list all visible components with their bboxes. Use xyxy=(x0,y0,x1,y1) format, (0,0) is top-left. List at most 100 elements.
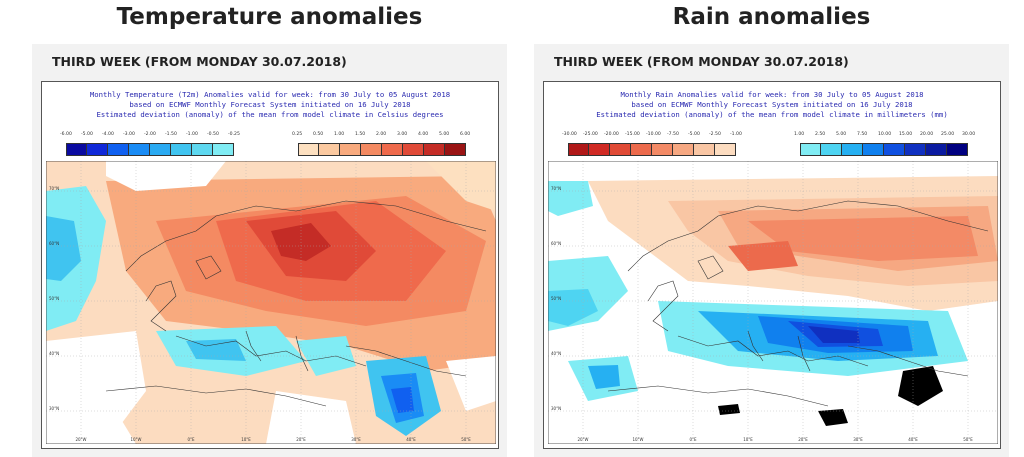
rain-positive-swatch xyxy=(926,144,947,155)
temperature-positive-tick-label: 6.00 xyxy=(460,132,471,137)
rain-caption-line-1: Monthly Rain Anomalies valid for week: f… xyxy=(620,90,924,99)
temperature-positive-swatch xyxy=(382,144,403,155)
rain-negative-swatch xyxy=(673,144,694,155)
rain-positive-tick-label: 7.50 xyxy=(857,132,868,137)
temperature-positive-swatch xyxy=(298,144,319,155)
temperature-negative-tick-label: -1.50 xyxy=(165,132,177,137)
temperature-negative-tick-label: -5.00 xyxy=(81,132,93,137)
right-lon-label: 0°E xyxy=(689,437,697,442)
temperature-subheading: THIRD WEEK (FROM MONDAY 30.07.2018) xyxy=(52,54,347,69)
rain-negative-tick-label: -20.00 xyxy=(604,132,619,137)
left-lat-label: 50°N xyxy=(49,296,59,301)
right-lon-label: 10°W xyxy=(632,437,643,442)
temperature-negative-swatch xyxy=(192,144,213,155)
rain-positive-swatch xyxy=(842,144,863,155)
temperature-negative-swatch xyxy=(108,144,129,155)
rain-negative-tick-label: -1.00 xyxy=(730,132,742,137)
right-lon-label: 40°E xyxy=(908,437,918,442)
rain-negative-swatch xyxy=(610,144,631,155)
temperature-positive-tick-label: 1.50 xyxy=(355,132,366,137)
temperature-negative-swatch xyxy=(129,144,150,155)
rain-positive-tick-label: 20.00 xyxy=(920,132,934,137)
temperature-positive-swatch xyxy=(319,144,340,155)
temperature-negative-tick-label: -4.00 xyxy=(102,132,114,137)
temperature-anomaly-map: 20°W 10°W 0°E 10°E 20°E 30°E 40°E 50°E 70°N 60°N 5… xyxy=(46,161,496,444)
left-lon-label: 20°E xyxy=(296,437,306,442)
rain-positive-tick-label: 15.00 xyxy=(899,132,913,137)
rain-negative-tick-label: -30.00 xyxy=(562,132,577,137)
rain-negative-swatch xyxy=(652,144,673,155)
left-lat-label: 40°N xyxy=(49,351,59,356)
temperature-negative-tick-label: -6.00 xyxy=(60,132,72,137)
rain-map-figure: Monthly Rain Anomalies valid for week: f… xyxy=(543,81,1001,449)
rain-negative-tick-label: -15.00 xyxy=(625,132,640,137)
rain-negative-swatch xyxy=(568,144,589,155)
right-lon-label: 30°E xyxy=(853,437,863,442)
rain-positive-tick-label: 1.00 xyxy=(794,132,805,137)
temperature-negative-swatch xyxy=(66,144,87,155)
temperature-section: Temperature anomalies THIRD WEEK (FROM M… xyxy=(32,0,507,457)
rain-positive-tick-label: 2.50 xyxy=(815,132,826,137)
rain-negative-tick-label: -5.00 xyxy=(688,132,700,137)
temperature-panel: THIRD WEEK (FROM MONDAY 30.07.2018) Mont… xyxy=(32,44,507,457)
right-lat-label: 30°N xyxy=(551,406,561,411)
temperature-negative-swatch xyxy=(171,144,192,155)
left-lon-label: 10°W xyxy=(130,437,141,442)
rain-section: Rain anomalies THIRD WEEK (FROM MONDAY 3… xyxy=(534,0,1009,457)
rain-panel: THIRD WEEK (FROM MONDAY 30.07.2018) Mont… xyxy=(534,44,1009,457)
rain-caption-line-3: Estimated deviation (anomaly) of the mea… xyxy=(596,110,948,119)
rain-negative-tick-label: -2.50 xyxy=(709,132,721,137)
temperature-negative-tick-label: -3.00 xyxy=(123,132,135,137)
temperature-negative-tick-label: -0.50 xyxy=(207,132,219,137)
right-lat-label: 70°N xyxy=(551,186,561,191)
rain-negative-swatch xyxy=(715,144,736,155)
temperature-positive-swatch xyxy=(361,144,382,155)
rain-positive-tick-label: 25.00 xyxy=(941,132,955,137)
temperature-caption-line-3: Estimated deviation (anomaly) of the mea… xyxy=(96,110,444,119)
temperature-negative-tick-label: -1.00 xyxy=(186,132,198,137)
temperature-negative-swatch xyxy=(87,144,108,155)
temperature-positive-swatch xyxy=(403,144,424,155)
temperature-positive-tick-label: 4.00 xyxy=(418,132,429,137)
temperature-caption-line-2: based on ECMWF Monthly Forecast System i… xyxy=(129,100,411,109)
rain-positive-tick-label: 30.00 xyxy=(962,132,976,137)
temperature-negative-swatch xyxy=(213,144,234,155)
rain-caption-line-2: based on ECMWF Monthly Forecast System i… xyxy=(631,100,913,109)
left-lon-label: 30°E xyxy=(351,437,361,442)
left-lon-label: 20°W xyxy=(75,437,86,442)
temperature-positive-swatch xyxy=(340,144,361,155)
temperature-positive-tick-label: 0.50 xyxy=(313,132,324,137)
right-lon-label: 10°E xyxy=(743,437,753,442)
left-lon-label: 0°E xyxy=(187,437,195,442)
rain-negative-tick-label: -10.00 xyxy=(646,132,661,137)
left-lat-label: 60°N xyxy=(49,241,59,246)
rain-positive-swatch xyxy=(905,144,926,155)
rain-anomaly-map: 20°W 10°W 0°E 10°E 20°E 30°E 40°E 50°E 70°N 60°N 5… xyxy=(548,161,998,444)
temperature-positive-swatch xyxy=(424,144,445,155)
temperature-positive-tick-label: 5.00 xyxy=(439,132,450,137)
left-lon-label: 10°E xyxy=(241,437,251,442)
right-lat-label: 50°N xyxy=(551,296,561,301)
rain-negative-swatch xyxy=(589,144,610,155)
temperature-negative-tick-label: -0.25 xyxy=(228,132,240,137)
temperature-positive-tick-label: 0.25 xyxy=(292,132,303,137)
temperature-positive-tick-label: 2.00 xyxy=(376,132,387,137)
rain-positive-swatch xyxy=(947,144,968,155)
right-lat-label: 40°N xyxy=(551,351,561,356)
rain-positive-swatch xyxy=(821,144,842,155)
left-lon-label: 40°E xyxy=(406,437,416,442)
rain-negative-swatch xyxy=(694,144,715,155)
rain-positive-tick-label: 10.00 xyxy=(878,132,892,137)
temperature-negative-tick-label: -2.00 xyxy=(144,132,156,137)
rain-negative-tick-label: -7.50 xyxy=(667,132,679,137)
temperature-heading: Temperature anomalies xyxy=(116,4,423,30)
rain-negative-tick-label: -25.00 xyxy=(583,132,598,137)
right-lat-label: 60°N xyxy=(551,241,561,246)
left-lat-label: 70°N xyxy=(49,186,59,191)
temperature-positive-tick-label: 3.00 xyxy=(397,132,408,137)
rain-positive-tick-label: 5.00 xyxy=(836,132,847,137)
temperature-negative-swatch xyxy=(150,144,171,155)
rain-heading: Rain anomalies xyxy=(672,4,871,30)
rain-positive-swatch xyxy=(863,144,884,155)
right-lon-label: 20°W xyxy=(577,437,588,442)
